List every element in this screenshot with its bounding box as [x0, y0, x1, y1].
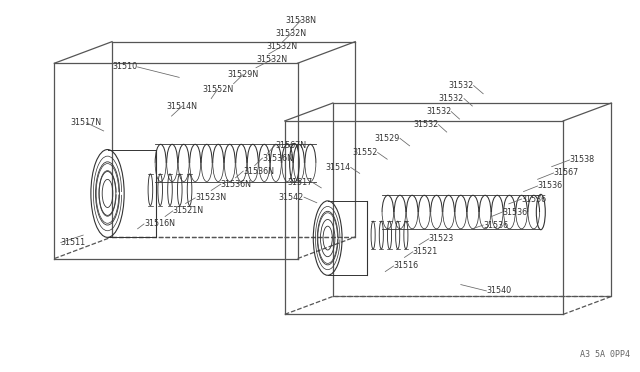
Text: 31532: 31532 — [449, 81, 474, 90]
Text: 31517: 31517 — [287, 178, 312, 187]
Text: 31532: 31532 — [413, 120, 438, 129]
Text: 31516: 31516 — [394, 262, 419, 270]
Text: 31529: 31529 — [374, 134, 400, 143]
Text: 31510: 31510 — [113, 62, 138, 71]
Text: 31521: 31521 — [413, 247, 438, 256]
Text: 31540: 31540 — [486, 286, 511, 295]
Text: 31523N: 31523N — [195, 193, 227, 202]
Text: 31529N: 31529N — [228, 70, 259, 79]
Text: 31517N: 31517N — [71, 118, 102, 127]
Text: 31567: 31567 — [554, 169, 579, 177]
Text: 31514: 31514 — [326, 163, 351, 172]
Text: A3 5A 0PP4: A3 5A 0PP4 — [580, 350, 630, 359]
Text: 31536: 31536 — [502, 208, 527, 217]
Text: 31536N: 31536N — [243, 167, 274, 176]
Text: 31542: 31542 — [279, 193, 304, 202]
Text: 31536: 31536 — [483, 221, 508, 230]
Text: 31532N: 31532N — [257, 55, 287, 64]
Text: 31514N: 31514N — [167, 102, 198, 110]
Text: 31532: 31532 — [439, 94, 464, 103]
Text: 31538N: 31538N — [285, 16, 316, 25]
Text: 31536N: 31536N — [262, 154, 293, 163]
Text: 31552N: 31552N — [202, 85, 233, 94]
Text: 31532: 31532 — [426, 107, 451, 116]
Text: 31538: 31538 — [570, 155, 595, 164]
Text: 31521N: 31521N — [173, 206, 204, 215]
Text: 31567N: 31567N — [275, 141, 307, 150]
Text: 31532N: 31532N — [276, 29, 307, 38]
Text: 31532N: 31532N — [266, 42, 297, 51]
Text: 31511: 31511 — [61, 238, 86, 247]
Text: 31552: 31552 — [352, 148, 378, 157]
Text: 31516N: 31516N — [144, 219, 175, 228]
Text: 31523: 31523 — [429, 234, 454, 243]
Text: 31536N: 31536N — [221, 180, 252, 189]
Text: 31536: 31536 — [538, 182, 563, 190]
Text: 31536: 31536 — [522, 195, 547, 203]
